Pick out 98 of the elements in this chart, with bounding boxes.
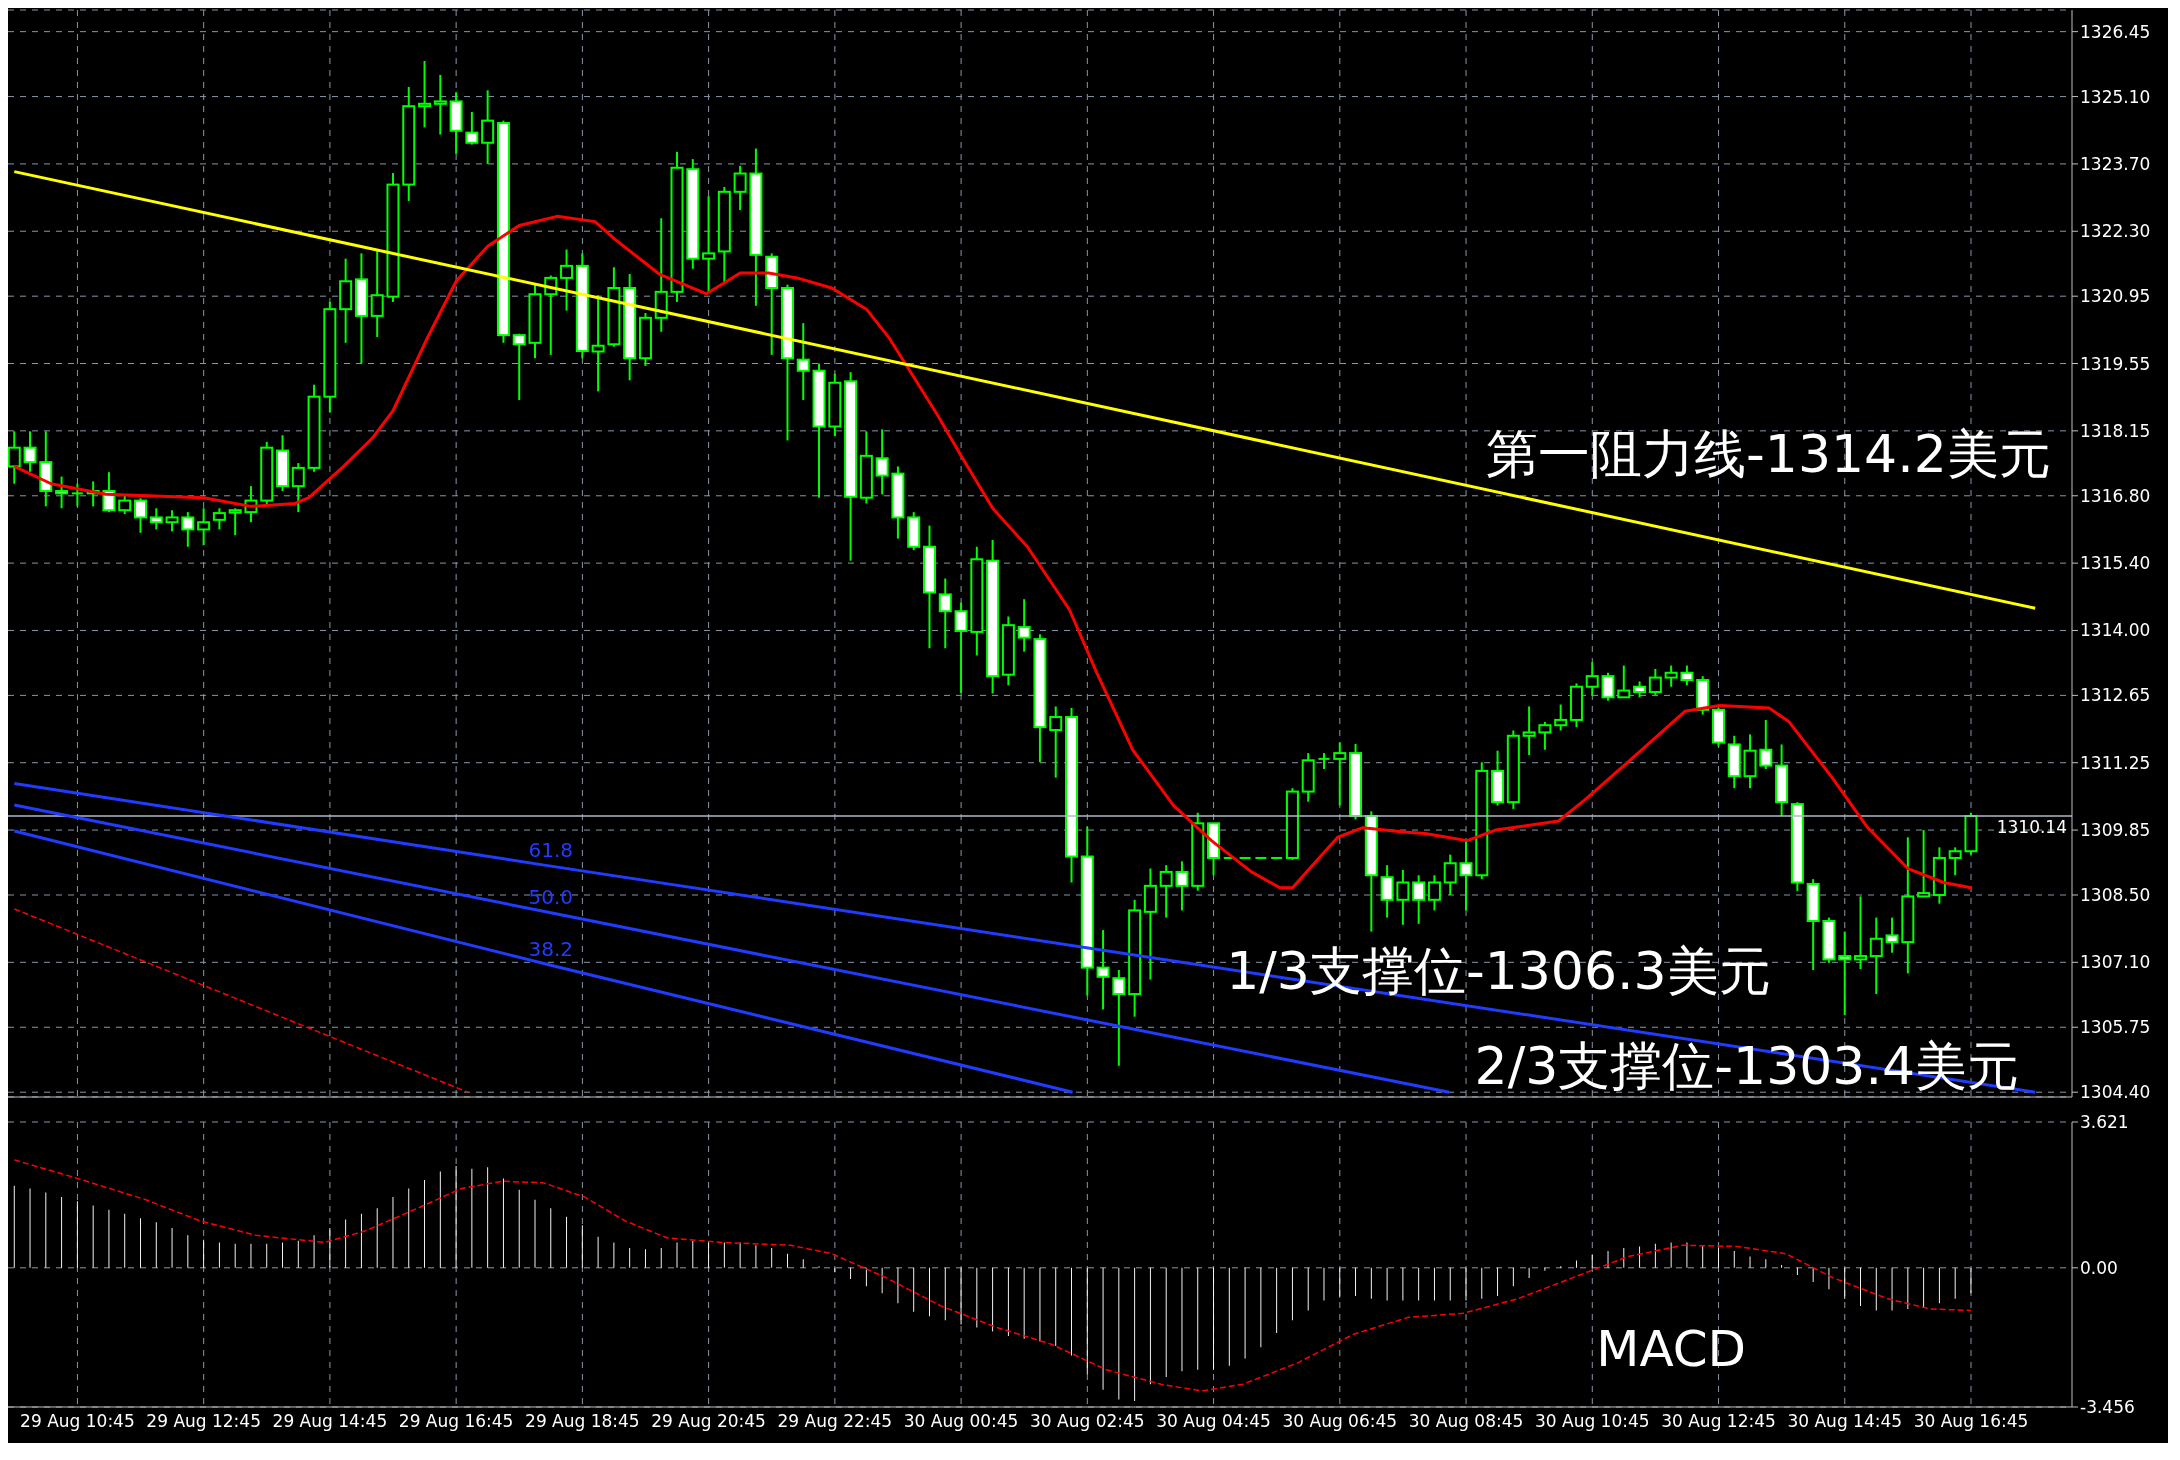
candlestick (1554, 703, 1568, 732)
candlestick (1459, 839, 1473, 912)
x-tick-label: 30 Aug 10:45 (1534, 1411, 1650, 1432)
y-tick-label: 3.621 (2080, 1112, 2129, 1133)
series-label: 50.0 (528, 884, 574, 909)
candlestick (1112, 969, 1126, 1067)
candlestick (702, 195, 716, 293)
candlestick (134, 497, 147, 534)
candlestick (418, 59, 432, 129)
y-tick-label: 1312.65 (2080, 685, 2151, 706)
candlestick (1838, 930, 1852, 1017)
candlestick (1869, 916, 1883, 996)
y-tick-label: 1305.75 (2080, 1017, 2151, 1038)
candlestick (938, 577, 952, 650)
candlestick (1159, 864, 1173, 919)
candlestick (1538, 720, 1552, 751)
candlestick (1333, 741, 1347, 807)
candlestick (23, 430, 37, 473)
candlestick (1522, 705, 1536, 757)
candlestick (118, 493, 132, 516)
series-label: 61.8 (528, 838, 574, 863)
candlestick (1854, 895, 1867, 971)
candlestick (1175, 860, 1189, 912)
candlestick (1412, 874, 1426, 925)
candlestick (1096, 929, 1110, 1011)
series-label: 38.2 (528, 937, 574, 962)
y-tick-label: 1304.40 (2080, 1082, 2151, 1103)
candlestick (796, 322, 810, 402)
candlestick (197, 507, 211, 547)
candlestick (875, 428, 889, 496)
x-tick-label: 30 Aug 08:45 (1408, 1411, 1524, 1432)
y-tick-label: 1311.25 (2080, 752, 2151, 773)
x-tick-label: 29 Aug 18:45 (525, 1411, 640, 1432)
x-tick-label: 30 Aug 06:45 (1282, 1411, 1398, 1432)
candlestick (733, 164, 747, 212)
candlestick (55, 475, 69, 510)
y-tick-label: 1320.95 (2080, 286, 2151, 307)
y-tick-label: 1322.30 (2080, 221, 2151, 242)
candlestick (1617, 664, 1631, 699)
y-tick-label: 1319.55 (2080, 353, 2151, 374)
candlestick (1017, 598, 1031, 653)
candlestick (1601, 671, 1615, 702)
y-tick-label: 1309.85 (2080, 820, 2151, 841)
x-tick-label: 30 Aug 00:45 (903, 1411, 1019, 1432)
y-tick-label: 1326.45 (2080, 21, 2151, 42)
candlestick (1664, 664, 1678, 688)
x-tick-label: 29 Aug 16:45 (398, 1411, 514, 1432)
candlestick (71, 482, 83, 508)
candlestick (1049, 705, 1063, 779)
candlestick (433, 73, 447, 136)
annotation: MACD (1596, 1320, 1747, 1379)
candlestick (481, 89, 495, 165)
x-tick-label: 30 Aug 02:45 (1030, 1411, 1145, 1432)
candlestick (165, 509, 179, 533)
y-tick-label: 1316.80 (2080, 485, 2151, 506)
x-tick-label: 29 Aug 10:45 (20, 1411, 135, 1432)
candlestick (1396, 868, 1410, 926)
candlestick (1917, 829, 1931, 898)
candlestick (8, 430, 21, 485)
candlestick (1648, 667, 1662, 696)
y-tick-label: 1308.50 (2080, 885, 2151, 906)
y-tick-label: 1318.15 (2080, 420, 2151, 441)
candlestick (1380, 864, 1394, 919)
candlestick (1948, 846, 1962, 877)
x-tick-label: 30 Aug 04:45 (1156, 1411, 1271, 1432)
y-tick-label: 1325.10 (2080, 86, 2151, 107)
candlestick (1885, 916, 1899, 954)
candlestick (954, 601, 968, 695)
candlestick (228, 507, 242, 537)
x-tick-label: 30 Aug 16:45 (1913, 1411, 2029, 1432)
y-tick-label: 1314.00 (2080, 620, 2151, 641)
candlestick (1680, 664, 1694, 687)
candlestick (181, 511, 195, 548)
candlestick (1759, 718, 1773, 770)
y-tick-label: 1315.40 (2080, 553, 2151, 574)
candlestick (1427, 874, 1441, 912)
y-tick-label: 0.00 (2080, 1257, 2118, 1278)
y-tick-label: -3.456 (2080, 1397, 2135, 1418)
candlestick (591, 294, 605, 393)
x-tick-label: 29 Aug 22:45 (777, 1411, 893, 1432)
annotation: 第一阻力线-1314.2美元 (1486, 423, 2051, 484)
x-tick-label: 30 Aug 14:45 (1787, 1411, 1903, 1432)
candlestick (512, 332, 526, 402)
candlestick (1443, 853, 1457, 896)
x-tick-label: 29 Aug 14:45 (272, 1411, 388, 1432)
x-tick-label: 29 Aug 20:45 (651, 1411, 766, 1432)
candlestick (1585, 661, 1599, 697)
candlestick (370, 248, 384, 339)
candlestick (212, 507, 226, 531)
x-tick-label: 29 Aug 12:45 (146, 1411, 261, 1432)
y-tick-label: 1307.10 (2080, 952, 2151, 973)
ref-line-label: 1310.14 (1996, 817, 2067, 838)
y-tick-label: 1323.70 (2080, 153, 2151, 174)
candlestick (291, 462, 305, 514)
candlestick (149, 507, 163, 531)
x-tick-label: 30 Aug 12:45 (1661, 1411, 1776, 1432)
candlestick (465, 110, 479, 146)
candlestick (560, 248, 574, 312)
